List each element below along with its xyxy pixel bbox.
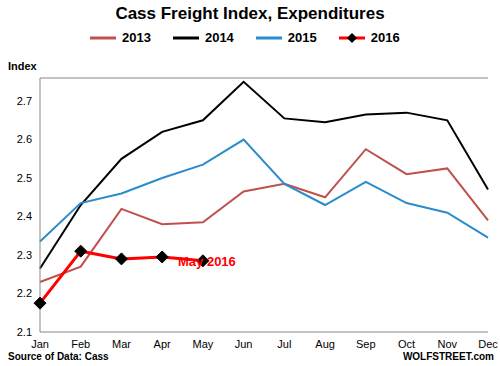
- svg-text:Oct: Oct: [398, 338, 415, 350]
- svg-text:2.7: 2.7: [17, 95, 32, 107]
- svg-text:2.5: 2.5: [17, 172, 32, 184]
- svg-text:Sep: Sep: [356, 338, 376, 350]
- svg-text:2.1: 2.1: [17, 326, 32, 338]
- svg-text:Jul: Jul: [277, 338, 291, 350]
- svg-text:2.2: 2.2: [17, 287, 32, 299]
- svg-text:2.4: 2.4: [17, 210, 32, 222]
- html-text:Index: Index: [8, 60, 37, 72]
- svg-text:Apr: Apr: [154, 338, 171, 350]
- html-text:2016: 2016: [370, 30, 400, 45]
- html-text:2013: 2013: [122, 30, 151, 45]
- svg-text:Mar: Mar: [112, 338, 131, 350]
- svg-text:Dec: Dec: [478, 338, 492, 350]
- html-text:Source of Data: Cass: Source of Data: Cass: [8, 351, 109, 362]
- svg-text:Jan: Jan: [31, 338, 49, 350]
- svg-text:2.3: 2.3: [17, 249, 32, 261]
- html-text:WOLFSTREET.com: WOLFSTREET.com: [402, 351, 494, 362]
- html-text:2015: 2015: [287, 30, 317, 45]
- html-text:2014: 2014: [204, 30, 234, 45]
- svg-text:2.6: 2.6: [17, 133, 32, 145]
- svg-text:May: May: [193, 338, 214, 350]
- html-text:Cass Freight Index, Expenditur: Cass Freight Index, Expenditures: [115, 4, 385, 23]
- svg-text:Aug: Aug: [315, 338, 335, 350]
- html-text:May 2016: May 2016: [178, 254, 236, 269]
- svg-text:Feb: Feb: [71, 338, 90, 350]
- svg-text:Jun: Jun: [235, 338, 253, 350]
- svg-text:Nov: Nov: [437, 338, 457, 350]
